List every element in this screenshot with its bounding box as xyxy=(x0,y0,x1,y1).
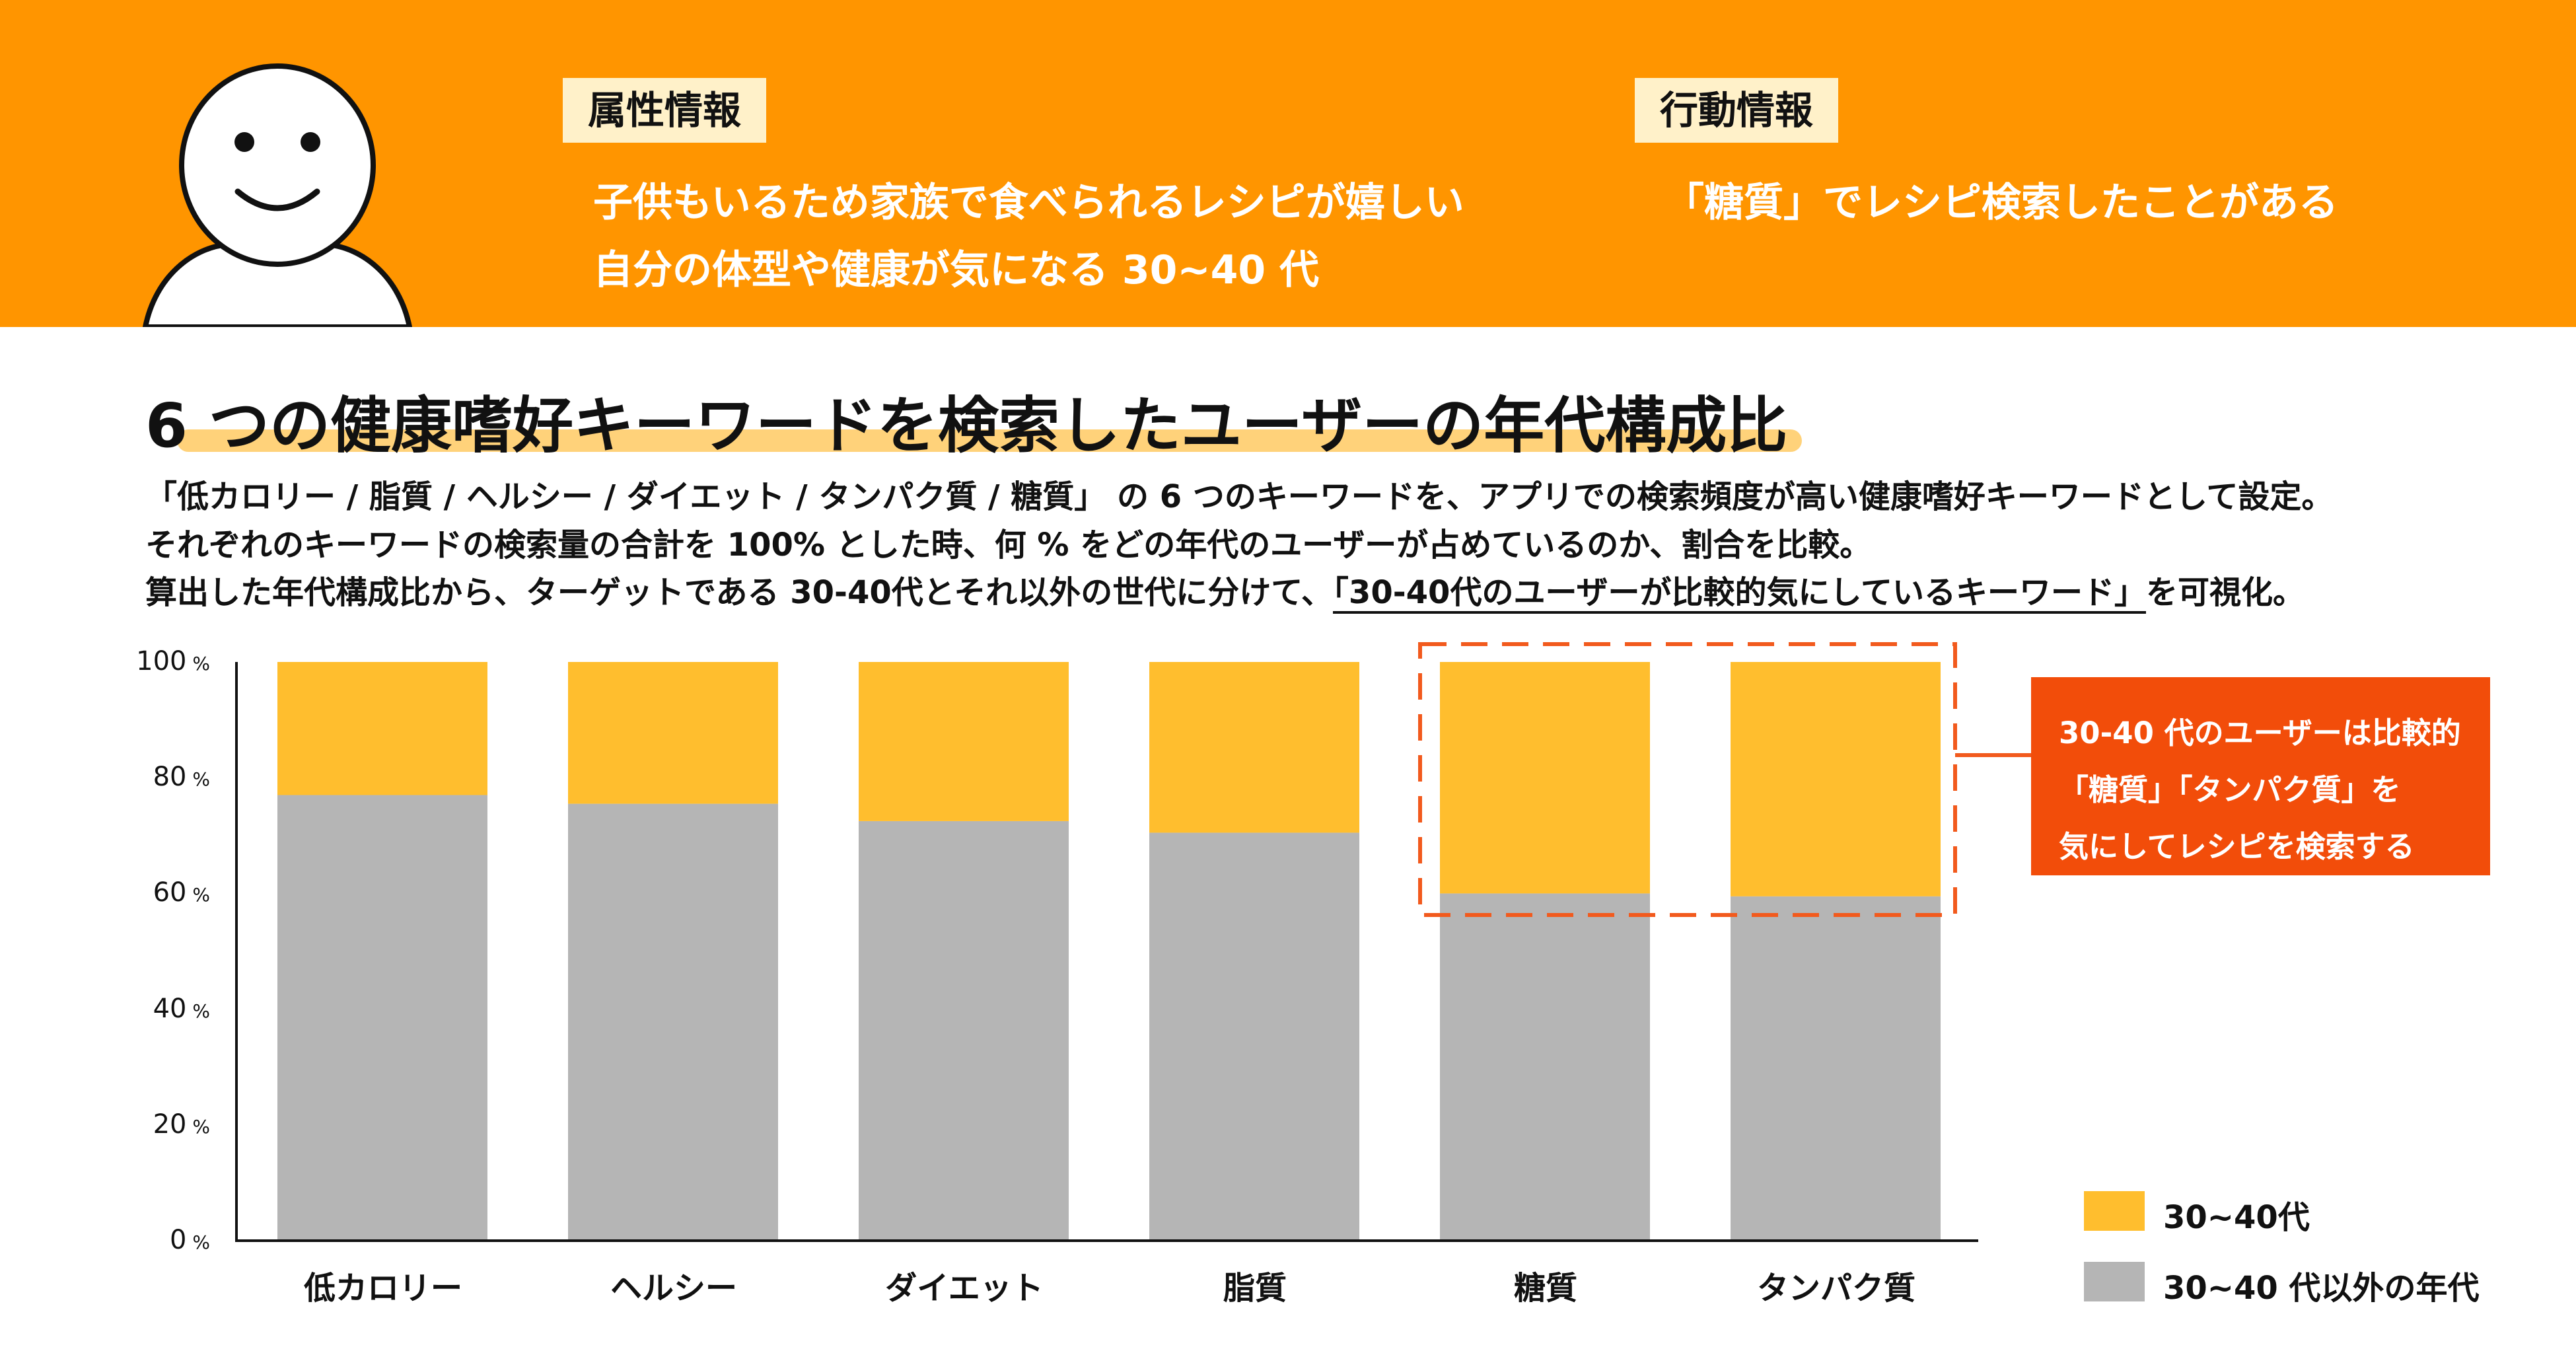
y-tick-value: 20 xyxy=(153,1109,187,1140)
legend-label-3040: 30~40代 xyxy=(2163,1199,2310,1236)
legend-label-other: 30~40 代以外の年代 xyxy=(2163,1270,2480,1307)
description-line-1: 「低カロリー / 脂質 / ヘルシー / ダイエット / タンパク質 / 糖質」… xyxy=(145,478,2334,515)
y-tick-value: 0 xyxy=(170,1225,187,1255)
callout-line-3: 気にしてレシピを検索する xyxy=(2059,829,2415,864)
bar-other-5 xyxy=(1731,896,1941,1241)
callout-box: 30-40 代のユーザーは比較的 「糖質」「タンパク質」を 気にしてレシピを検索… xyxy=(2031,677,2490,875)
y-tick-unit: % xyxy=(186,884,210,906)
bar-3040-1 xyxy=(568,662,778,804)
bar-3040-0 xyxy=(277,662,487,795)
headline-highlight xyxy=(177,429,1802,452)
y-tick-label: 20 % xyxy=(153,1109,210,1140)
x-label-sugar: 糖質 xyxy=(1513,1270,1577,1307)
description-line-3: 算出した年代構成比から、ターゲットである 30-40代とそれ以外の世代に分けて、… xyxy=(145,566,2305,614)
bar-other-1 xyxy=(568,803,778,1241)
legend-swatch-other xyxy=(2084,1262,2145,1301)
attribute-tag: 属性情報 xyxy=(563,78,767,143)
y-tick-unit: % xyxy=(186,653,210,675)
x-label-fat: 脂質 xyxy=(1223,1270,1287,1307)
x-label-diet: ダイエット xyxy=(885,1270,1044,1307)
y-tick-value: 80 xyxy=(153,762,187,793)
bar-other-3 xyxy=(1149,832,1359,1241)
description-line-3-pre: 算出した年代構成比から、ターゲットである 30-40代とそれ以外の世代に分けて、 xyxy=(145,574,1333,611)
bar-3040-4 xyxy=(1440,662,1650,894)
bar-other-2 xyxy=(859,821,1069,1241)
page-title: 6 つの健康嗜好キーワードを検索したユーザーの年代構成比 xyxy=(145,390,1788,461)
y-tick-unit: % xyxy=(186,1231,210,1253)
description-line-3-underlined: 「30-40代のユーザーが比較的気にしているキーワード」 xyxy=(1332,574,2147,614)
y-tick-value: 40 xyxy=(153,993,187,1024)
x-label-protein: タンパク質 xyxy=(1756,1270,1915,1307)
x-label-low-calorie: 低カロリー xyxy=(303,1270,462,1307)
bar-3040-3 xyxy=(1149,662,1359,833)
highlight-box xyxy=(1418,642,1957,917)
callout-line-1: 30-40 代のユーザーは比較的 xyxy=(2059,715,2461,750)
y-tick-value: 60 xyxy=(153,877,187,908)
y-tick-label: 60 % xyxy=(153,877,210,908)
y-tick-unit: % xyxy=(186,768,210,791)
attribute-line-2: 自分の体型や健康が気になる 30~40 代 xyxy=(593,247,1320,293)
x-label-healthy: ヘルシー xyxy=(610,1270,737,1307)
description-line-2: それぞれのキーワードの検索量の合計を 100% とした時、何 % をどの年代のユ… xyxy=(145,527,1872,564)
legend-swatch-3040 xyxy=(2084,1191,2145,1231)
y-tick-value: 100 xyxy=(136,646,187,676)
description-line-3-post: を可視化。 xyxy=(2146,574,2305,611)
y-tick-label: 40 % xyxy=(153,994,210,1024)
bar-other-0 xyxy=(277,795,487,1241)
behavior-tag: 行動情報 xyxy=(1635,78,1839,143)
y-tick-label: 0 % xyxy=(170,1225,210,1255)
bar-3040-5 xyxy=(1731,662,1941,896)
bar-3040-2 xyxy=(859,662,1069,821)
y-tick-label: 80 % xyxy=(153,762,210,792)
person-icon xyxy=(142,63,413,327)
attribute-line-1: 子供もいるため家族で食べられるレシピが嬉しい xyxy=(593,180,1464,226)
y-tick-unit: % xyxy=(186,1115,210,1138)
callout-line-2: 「糖質」「タンパク質」を xyxy=(2059,772,2401,807)
persona-banner xyxy=(0,0,2576,327)
y-tick-unit: % xyxy=(186,1000,210,1022)
behavior-line-1: 「糖質」でレシピ検索したことがある xyxy=(1664,180,2338,226)
bar-other-4 xyxy=(1440,893,1650,1241)
y-tick-label: 100 % xyxy=(136,646,210,676)
